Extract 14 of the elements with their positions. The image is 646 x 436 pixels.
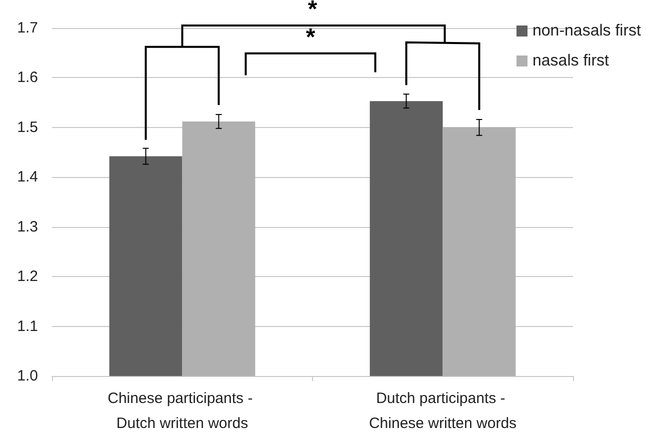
y-tick-label: 1.6 xyxy=(17,69,38,86)
y-tick-label: 1.4 xyxy=(17,168,38,186)
y-tick-label: 1.1 xyxy=(17,318,38,335)
y-tick-label: 1.3 xyxy=(17,218,38,236)
x-tick-label: Chinese participants - Dutch written words xyxy=(108,390,257,432)
y-tick-label: 1.5 xyxy=(17,118,38,136)
y-tick-label: 1.0 xyxy=(17,368,38,384)
annotation: * xyxy=(306,24,316,51)
y-tick-label: 1.7 xyxy=(17,20,38,36)
legend-label: nasals first xyxy=(532,52,610,70)
y-tick-label: 1.2 xyxy=(17,268,38,286)
x-tick-label: Dutch participants - Chinese written words xyxy=(368,390,517,432)
text: * xyxy=(308,0,318,24)
legend-label: non-nasals first xyxy=(532,22,642,40)
